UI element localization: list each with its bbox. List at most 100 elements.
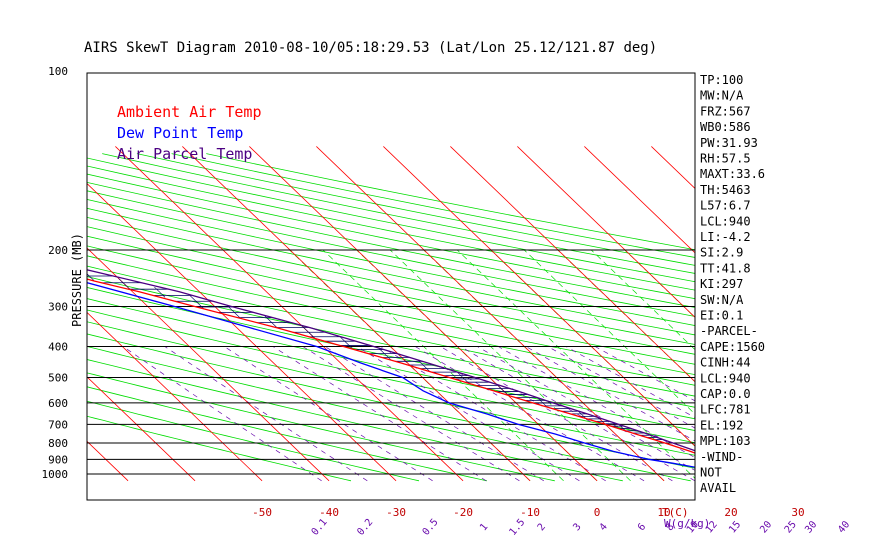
legend: Ambient Air Temp Dew Point Temp Air Parcel… [117,103,262,163]
hatch-line [378,348,392,361]
mixing-ratio-line [164,346,368,482]
dry-adiabat [87,309,695,444]
dry-adiabat [87,321,695,456]
index-value: L57:6.7 [700,199,751,213]
index-value: LFC:781 [700,403,751,417]
hatch-line [618,424,625,431]
mixing-ratio-line [380,346,606,482]
mixing-ratio-line [122,346,322,482]
dry-adiabat [87,245,695,376]
hatch-line [301,325,316,339]
hatch-line [12,253,20,261]
index-value: AVAIL [700,481,736,495]
dry-adiabat [87,165,695,291]
legend-entry: Air Parcel Temp [117,145,252,163]
index-value: CAPE:1560 [700,340,765,354]
hatch-line [154,286,166,298]
mixing-ratio-label: 1 [478,522,490,534]
mixing-ratio-label: 2 [536,522,548,534]
mixing-ratio-line [440,346,673,482]
index-value: TH:5463 [700,183,751,197]
index-value: SI:2.9 [700,246,743,260]
isotherm [115,146,464,482]
index-value: LCL:940 [700,371,751,385]
mixing-ratio-unit-label: W(g/kg) [664,517,710,530]
pressure-tick-labels: 100 200 300 400 500 600 700 800 900 1000 [42,65,69,481]
bottom-temp-tick-label: 20 [724,506,737,519]
dry-adiabat [87,226,695,355]
index-value: EL:192 [700,418,743,432]
legend-entry: Ambient Air Temp [117,103,262,121]
plot-frame [86,72,696,501]
index-value: FRZ:567 [700,104,751,118]
hatch-line [417,359,430,372]
dry-adiabat [87,207,695,336]
index-value: MW:N/A [700,89,744,103]
pressure-tick-label: 1000 [42,468,69,481]
mixing-ratio-line [302,346,520,482]
mixing-ratio-line [415,346,645,482]
mixing-ratio-line [272,346,487,482]
hatch-line [228,306,240,318]
dry-adiabat [87,181,695,308]
bottom-temp-tick-label: -10 [520,506,540,519]
bottom-temp-tick-label: 30 [791,506,804,519]
index-value: LI:-4.2 [700,230,751,244]
mixing-ratio-label: 25 [783,519,799,535]
dry-adiabat [87,287,695,420]
mixing-ratio-label: 0.1 [310,517,330,538]
mixing-ratio-label: 0.5 [421,517,441,538]
bottom-temp-tick-label: -50 [252,506,272,519]
hatch-line [264,315,278,328]
pressure-tick-label: 200 [48,244,68,257]
index-value: -PARCEL- [700,324,758,338]
dry-adiabat [87,199,695,326]
index-value: MAXT:33.6 [700,167,765,181]
dry-adiabat [87,173,695,300]
bottom-temp-tick-labels: -50 -40 -30 -20 -10 0 10 20 30 [252,506,805,519]
index-value: LCL:940 [700,214,751,228]
hatch-line [118,278,131,290]
dry-adiabat [87,255,695,386]
bottom-temp-tick-label: 10 [657,506,670,519]
bottom-temp-tick-label: -30 [386,506,406,519]
index-value: KI:297 [700,277,743,291]
isotherm [87,247,330,482]
dry-adiabat [87,400,420,482]
hatch-line [47,261,57,271]
moist-adiabat [591,249,695,351]
hatch-line [538,398,548,408]
dry-adiabat [87,386,487,482]
hatch-line [339,336,353,349]
isotherm [249,146,598,482]
hatch-line [578,411,586,419]
isotherm [517,146,695,318]
pressure-tick-label: 400 [48,341,68,354]
mixing-ratio-labels: 0.1 0.2 0.5 1 1.5 2 3 4 6 8 10 12 15 20 25 30 40 [310,517,853,538]
profile-dew-point-temp [87,282,695,468]
index-value: CAP:0.0 [700,387,751,401]
isotherm [651,146,695,189]
dry-adiabat [87,235,695,365]
hatch-line [87,273,95,281]
isotherm [87,311,263,482]
mixing-ratio-label: 8 [664,522,676,534]
index-value: MPL:103 [700,434,751,448]
legend-entry: Dew Point Temp [117,124,243,142]
chart-title: AIRS SkewT Diagram 2010-08-10/05:18:29.5… [84,40,657,56]
mixing-ratio-line [565,346,695,418]
dry-adiabat [87,265,695,397]
index-value: PW:31.93 [700,136,758,150]
pressure-tick-label: 700 [48,418,68,431]
index-value: RH:57.5 [700,152,751,166]
mixing-ratio-line [356,346,580,482]
pressure-tick-label: 600 [48,397,68,410]
cape-hatch [12,253,664,441]
mixing-ratio-label: 3 [571,522,583,534]
isotherm [383,146,695,447]
bottom-temp-tick-label: -40 [319,506,339,519]
mixing-ratio-label: 6 [636,522,648,534]
isotherm [316,146,665,482]
index-value: NOT [700,466,722,480]
pressure-tick-label: 500 [48,372,68,385]
